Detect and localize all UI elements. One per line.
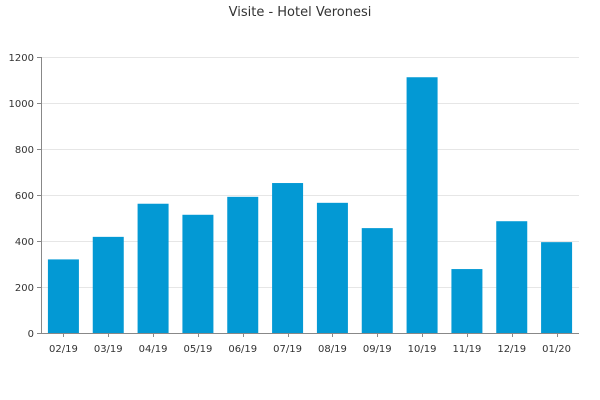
x-axis-tick-labels: 02/19 03/19 04/19 05/19 06/19 07/19 08/19 09/19… <box>49 344 571 355</box>
grid-lines <box>41 57 579 288</box>
x-tick-label: 04/19 <box>139 344 168 355</box>
bar-01-20 <box>541 242 573 333</box>
x-tick-label: 07/19 <box>273 344 302 355</box>
x-tick-label: 10/19 <box>408 344 437 355</box>
x-tick-label: 02/19 <box>49 344 78 355</box>
x-tick-label: 12/19 <box>497 344 526 355</box>
y-tick-label: 0 <box>28 329 34 340</box>
bar-02-19 <box>47 259 79 333</box>
x-tick-label: 06/19 <box>228 344 257 355</box>
y-axis-tick-labels: 0 200 400 600 800 1000 1200 <box>9 53 34 340</box>
x-tick-label: 05/19 <box>184 344 213 355</box>
y-tick-label: 800 <box>15 145 34 156</box>
bar-10-19 <box>406 77 438 334</box>
bar-07-19 <box>272 183 304 333</box>
y-tick-label: 400 <box>15 237 34 248</box>
y-tick-label: 200 <box>15 283 34 294</box>
x-tick-label: 11/19 <box>453 344 482 355</box>
bar-12-19 <box>496 221 528 333</box>
bar-08-19 <box>316 202 348 333</box>
x-tick-label: 09/19 <box>363 344 392 355</box>
bar-09-19 <box>361 228 393 333</box>
bars <box>47 77 573 334</box>
bar-06-19 <box>227 196 259 333</box>
bar-05-19 <box>182 214 214 333</box>
x-tick-label: 08/19 <box>318 344 347 355</box>
axes <box>37 57 579 337</box>
x-tick-label: 01/20 <box>542 344 571 355</box>
bar-11-19 <box>451 269 483 333</box>
y-tick-label: 1200 <box>9 53 34 64</box>
y-tick-label: 600 <box>15 191 34 202</box>
y-tick-label: 1000 <box>9 99 34 110</box>
bar-03-19 <box>92 236 124 333</box>
bar-04-19 <box>137 203 169 333</box>
x-tick-label: 03/19 <box>94 344 123 355</box>
chart-title: Visite - Hotel Veronesi <box>229 5 372 20</box>
